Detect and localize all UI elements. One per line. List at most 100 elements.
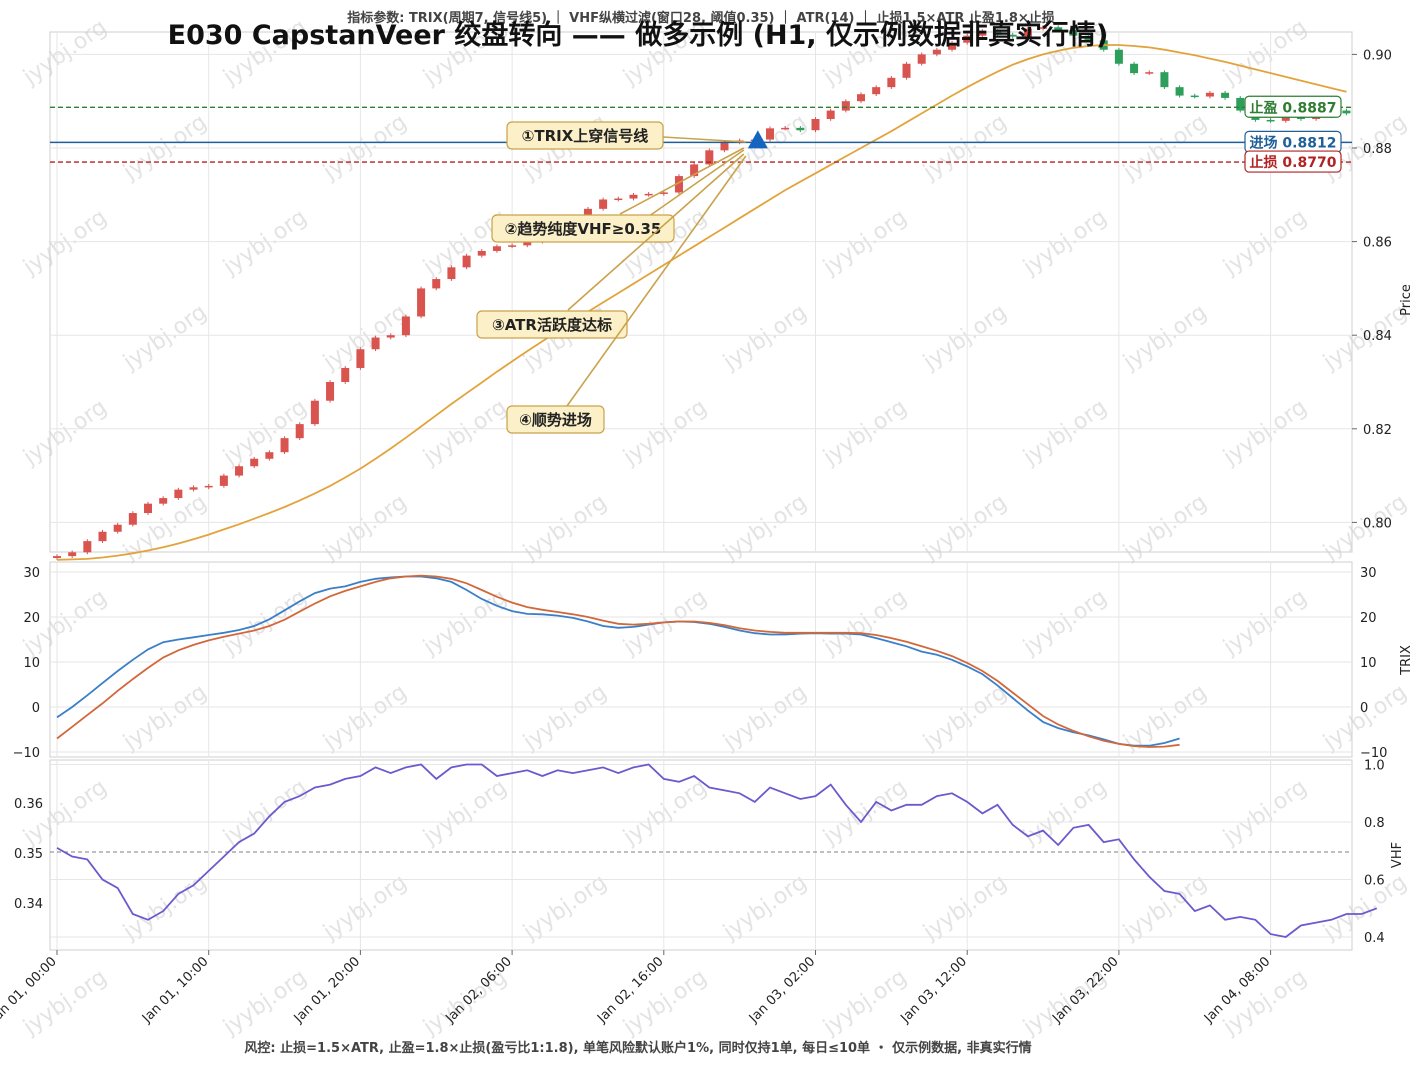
candle-body (98, 531, 107, 542)
watermark-text: jyybj.org (1018, 205, 1111, 281)
candle-body (1130, 63, 1139, 74)
vhf-line (56, 763, 1378, 938)
candle-body (432, 279, 441, 289)
price-panel: 止盈 0.8887 进场 0.8812 止损 0.8770 (50, 25, 1352, 561)
annotation-layer: ①TRIX上穿信号线 ②趋势纯度VHF≥0.35 ③ATR活跃度达标 ④顺势进场 (476, 121, 747, 434)
entry-marker-triangle (747, 130, 768, 149)
price-panel-frame (49, 31, 1353, 553)
candle-body (341, 367, 350, 382)
watermark-text: jyybj.org (318, 490, 411, 566)
candle-body (963, 35, 972, 43)
trix-tick-label-left: 20 (23, 611, 40, 626)
candle-body (280, 438, 289, 453)
candle-body (932, 49, 941, 55)
trix-tick-label-right: 30 (1360, 566, 1377, 581)
candle-body (659, 192, 668, 194)
candle-body (705, 150, 714, 165)
watermark-text: jyybj.org (218, 585, 311, 661)
candle-body (1023, 28, 1032, 37)
watermark-text: jyybj.org (18, 15, 111, 91)
trix-panel-frame (49, 561, 1353, 758)
candle-body (113, 524, 122, 532)
watermark-text: jyybj.org (218, 775, 311, 851)
watermark-text: jyybj.org (18, 775, 111, 851)
candle-body (796, 127, 805, 131)
candle-body (978, 31, 987, 36)
watermark-text: jyybj.org (718, 490, 811, 566)
vhf-axis-label: VHF (1390, 842, 1405, 868)
vhf-panel-frame (49, 759, 1353, 951)
candle-body (250, 458, 259, 467)
watermark-text: jyybj.org (618, 965, 711, 1041)
annotation-box (491, 214, 675, 243)
candle-body (1205, 92, 1214, 97)
x-tick-label: Jan 01, 10:00 (139, 954, 211, 1026)
candle-body (1281, 117, 1290, 121)
candle-body (1069, 30, 1078, 36)
candle-body (477, 250, 486, 256)
price-tick-label: 0.84 (1363, 329, 1392, 344)
candle-body (629, 194, 638, 199)
candle-body (128, 513, 137, 525)
annotation-arrow (567, 153, 745, 311)
candle-body (462, 255, 471, 268)
candle-body (265, 452, 274, 459)
candle-body (1145, 72, 1154, 74)
annotation-1: ①TRIX上穿信号线 (522, 127, 649, 145)
price-tick-label: 0.88 (1363, 142, 1392, 157)
chart-title: E030 CapstanVeer 绞盘转向 —— 做多示例 (H1, 仅示例数据… (168, 19, 1109, 51)
watermark-text: jyybj.org (718, 300, 811, 376)
candle-body (1175, 87, 1184, 96)
candle-body (614, 198, 623, 201)
vhf-tick-label-right: 0.6 (1364, 874, 1385, 889)
stop-loss-label-box (1244, 150, 1342, 173)
watermark-text: jyybj.org (618, 775, 711, 851)
watermark-text: jyybj.org (1218, 585, 1311, 661)
candle-body (68, 552, 77, 557)
x-tick-label: Jan 03, 12:00 (898, 954, 970, 1026)
watermark-text: jyybj.org (218, 965, 311, 1041)
watermark-text: jyybj.org (518, 680, 611, 756)
candle-body (841, 101, 850, 111)
candle-body (508, 245, 517, 247)
price-axis-label: Price (1399, 284, 1414, 316)
candle-body (857, 94, 866, 102)
stop-loss-label-text: 止损 0.8770 (1250, 154, 1337, 171)
candle-body (765, 128, 774, 140)
trix-tick-label-left: 0 (32, 701, 40, 716)
chart-footer: 风控: 止损=1.5×ATR, 止盈=1.8×止损(盈亏比1:1.8), 单笔风… (244, 1040, 1031, 1056)
watermark-text: jyybj.org (1018, 775, 1111, 851)
candle-body (219, 475, 228, 486)
candle-body (326, 382, 335, 401)
vhf-tick-label-right: 0.4 (1364, 931, 1385, 946)
candle-body (1296, 117, 1305, 119)
vhf-tick-label-right: 0.8 (1364, 816, 1385, 831)
candle-body (811, 118, 820, 131)
trix-tick-label-left: −10 (13, 746, 40, 761)
watermark-text: jyybj.org (1118, 300, 1211, 376)
candle-body (993, 31, 1002, 35)
stop-loss-label: 止损 0.8770 (1244, 150, 1342, 173)
candle-body (356, 349, 365, 368)
watermark-text: jyybj.org (1318, 680, 1411, 756)
watermark-text: jyybj.org (918, 300, 1011, 376)
candle-body (599, 199, 608, 209)
candle-body (235, 466, 244, 476)
watermark-text: jyybj.org (218, 205, 311, 281)
price-tick-label: 0.90 (1363, 48, 1392, 63)
entry-label-text: 进场 0.8812 (1250, 135, 1337, 151)
watermark-text: jyybj.org (418, 775, 511, 851)
annotation-arrow (566, 155, 747, 407)
take-profit-label-box (1244, 95, 1342, 118)
candle-body (1160, 72, 1169, 88)
candle-body (826, 110, 835, 119)
candle-body (144, 503, 153, 514)
trix-tick-label-left: 10 (23, 656, 40, 671)
annotation-arrow (619, 147, 745, 215)
candle-body (1054, 27, 1063, 31)
watermark-text: jyybj.org (918, 680, 1011, 756)
candle-body (1266, 119, 1275, 122)
take-profit-label: 止盈 0.8887 (1244, 95, 1342, 118)
watermark-text: jyybj.org (318, 870, 411, 946)
